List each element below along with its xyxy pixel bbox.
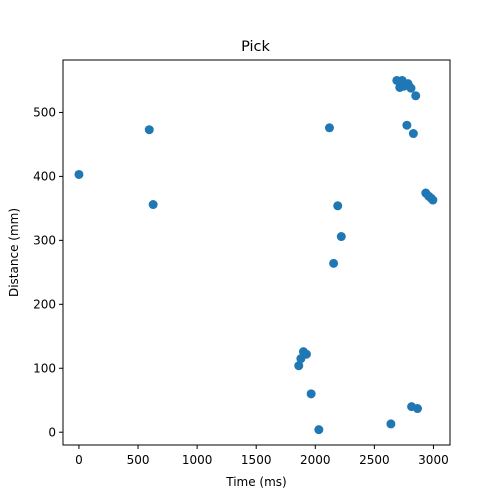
data-point [336, 232, 346, 242]
data-point [428, 195, 438, 205]
plot-frame [62, 59, 451, 446]
x-tick-label: 500 [127, 453, 150, 467]
x-tick-label: 1000 [182, 453, 213, 467]
data-point [74, 169, 84, 179]
x-tick-label: 2000 [300, 453, 331, 467]
x-tick-label: 1500 [241, 453, 272, 467]
chart-title: Pick [241, 39, 270, 55]
y-tick-label: 200 [33, 298, 56, 312]
x-tick-label: 3000 [418, 453, 449, 467]
x-tick-label: 2500 [359, 453, 390, 467]
data-point [314, 425, 324, 435]
x-axis-ticks: 0 500 1000 1500 2000 2500 3000 [75, 445, 449, 467]
data-point [408, 129, 418, 139]
x-axis-label: Time (ms) [225, 475, 287, 489]
data-point [306, 389, 316, 399]
data-point [333, 201, 343, 211]
y-axis-label: Distance (mm) [7, 208, 21, 297]
data-point [411, 91, 421, 101]
data-point [294, 361, 304, 371]
data-point [413, 404, 422, 414]
x-tick-label: 0 [75, 453, 83, 467]
y-tick-label: 300 [33, 234, 56, 248]
y-axis-ticks: 0 100 200 300 400 500 [33, 106, 63, 440]
y-tick-label: 400 [33, 170, 56, 184]
data-point [144, 125, 154, 135]
data-point [324, 123, 334, 133]
y-tick-label: 100 [33, 362, 56, 376]
data-point [406, 83, 416, 93]
data-points [74, 75, 438, 435]
data-point [386, 419, 396, 429]
data-point [402, 120, 412, 130]
data-point [301, 349, 311, 359]
data-point [329, 258, 339, 268]
y-tick-label: 500 [33, 106, 56, 120]
data-point [148, 200, 158, 210]
y-tick-label: 0 [48, 426, 56, 440]
